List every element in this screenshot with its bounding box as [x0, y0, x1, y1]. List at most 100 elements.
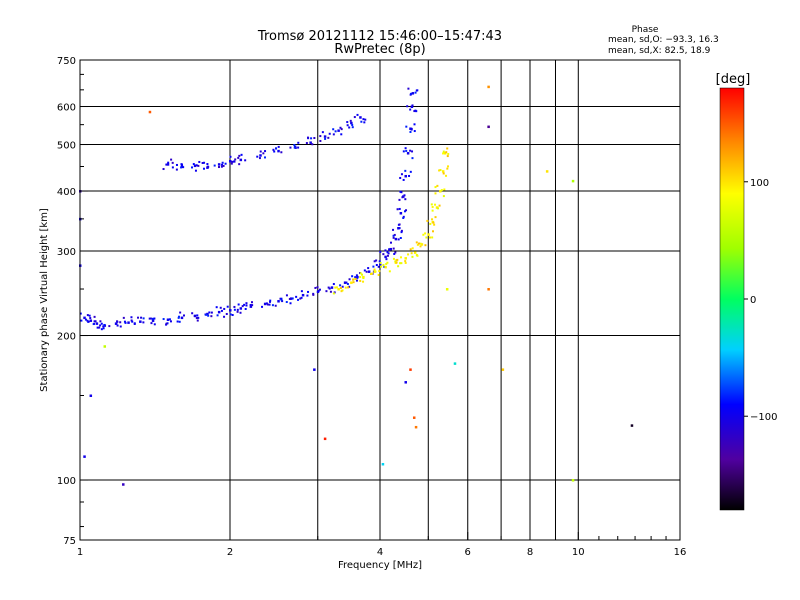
- data-point-scatter: [398, 198, 401, 201]
- data-point-scatter: [430, 203, 433, 206]
- data-point: [206, 312, 209, 316]
- data-point-scatter: [374, 270, 377, 273]
- data-point-scatter: [165, 322, 168, 325]
- data-point-scatter: [415, 89, 418, 92]
- data-point-scatter: [100, 328, 103, 331]
- data-point: [487, 125, 490, 129]
- data-point-scatter: [396, 258, 399, 261]
- data-point-scatter: [429, 222, 432, 225]
- data-point-scatter: [231, 160, 234, 163]
- data-point-scatter: [375, 264, 378, 267]
- data-point: [379, 262, 382, 266]
- data-point-scatter: [297, 141, 300, 144]
- data-point-scatter: [415, 241, 418, 244]
- data-point-scatter: [86, 319, 89, 322]
- data-point-scatter: [84, 318, 87, 321]
- colorbar-label: [deg]: [716, 72, 751, 87]
- data-point: [166, 318, 170, 321]
- data-point-scatter: [431, 230, 434, 233]
- data-point-scatter: [264, 150, 267, 153]
- data-point: [404, 257, 407, 260]
- data-point: [384, 265, 387, 269]
- data-point-scatter: [364, 118, 367, 121]
- data-point-scatter: [178, 315, 181, 318]
- data-point: [453, 362, 457, 365]
- data-point-scatter: [191, 166, 194, 169]
- data-point-scatter: [96, 326, 99, 329]
- data-point-scatter: [418, 242, 421, 245]
- data-point-scatter: [116, 320, 119, 323]
- data-point: [359, 116, 362, 119]
- x-tick-label: 2: [227, 547, 233, 558]
- data-point-scatter: [443, 188, 446, 191]
- data-point: [263, 302, 267, 306]
- data-point-scatter: [382, 264, 385, 267]
- colorbar-ticks: 100 0 −100: [744, 178, 777, 423]
- data-point-scatter: [265, 302, 268, 305]
- x-tick-label: 16: [674, 547, 687, 558]
- data-point-scatter: [408, 174, 411, 177]
- data-point-scatter: [440, 189, 443, 192]
- data-point-scatter: [431, 209, 434, 212]
- data-point-scatter: [392, 228, 395, 231]
- data-point-scatter: [401, 196, 404, 199]
- data-point-scatter: [373, 268, 376, 271]
- data-point-scatter: [80, 319, 83, 322]
- data-point-scatter: [182, 314, 185, 317]
- data-point-scatter: [379, 261, 382, 264]
- data-point-scatter: [361, 273, 364, 276]
- data-point-scatter: [356, 276, 359, 279]
- data-point-scatter: [399, 262, 402, 265]
- data-point-scatter: [280, 297, 283, 300]
- data-point-scatter: [256, 155, 259, 158]
- y-tick-label: 300: [57, 247, 76, 258]
- data-point-scatter: [213, 164, 216, 167]
- data-point-scatter: [355, 274, 358, 277]
- data-point-scatter: [346, 121, 349, 124]
- data-point-scatter: [411, 255, 414, 258]
- data-point-scatter: [92, 323, 95, 326]
- data-point-scatter: [334, 286, 337, 289]
- data-point-scatter: [295, 295, 298, 298]
- data-point-scatter: [382, 253, 385, 256]
- data-point: [441, 170, 445, 173]
- data-point-scatter: [194, 169, 197, 172]
- data-point-scatter: [220, 309, 223, 312]
- data-point-scatter: [399, 190, 402, 193]
- data-point: [412, 416, 416, 419]
- colorbar-tick-label: 100: [750, 178, 769, 189]
- data-point: [83, 316, 86, 320]
- data-point-scatter: [349, 119, 352, 122]
- data-point-scatter: [362, 118, 365, 121]
- data-point: [239, 307, 243, 310]
- data-point-scatter: [285, 301, 288, 304]
- data-point-scatter: [244, 159, 247, 162]
- data-point: [343, 281, 347, 284]
- data-point-scatter: [313, 137, 316, 140]
- data-point-scatter: [446, 155, 449, 158]
- data-point-scatter: [434, 186, 437, 189]
- data-point-scatter: [193, 315, 196, 318]
- data-point: [420, 243, 424, 246]
- data-point-scatter: [153, 317, 156, 320]
- y-tick-label: 750: [57, 56, 76, 67]
- data-point-scatter: [197, 316, 200, 319]
- data-point-scatter: [393, 252, 396, 255]
- legend-x-mode-stats: mean, sd,X: 82.5, 18.9: [608, 46, 711, 56]
- data-point-scatter: [223, 307, 226, 310]
- data-point-scatter: [236, 310, 239, 313]
- data-point-scatter: [370, 273, 373, 276]
- data-point-scatter: [390, 241, 393, 244]
- data-point-scatter: [379, 250, 382, 253]
- data-point-scatter: [346, 282, 349, 285]
- data-point-scatter: [383, 265, 386, 268]
- data-point-scatter: [99, 320, 102, 323]
- data-point-scatter: [182, 166, 185, 169]
- data-point-scatter: [425, 236, 428, 239]
- data-point-scatter: [299, 297, 302, 300]
- data-point-scatter: [124, 321, 127, 324]
- data-point-scatter: [100, 322, 103, 325]
- data-point-scatter: [388, 270, 391, 273]
- data-point-scatter: [416, 254, 419, 257]
- data-point-scatter: [142, 321, 145, 324]
